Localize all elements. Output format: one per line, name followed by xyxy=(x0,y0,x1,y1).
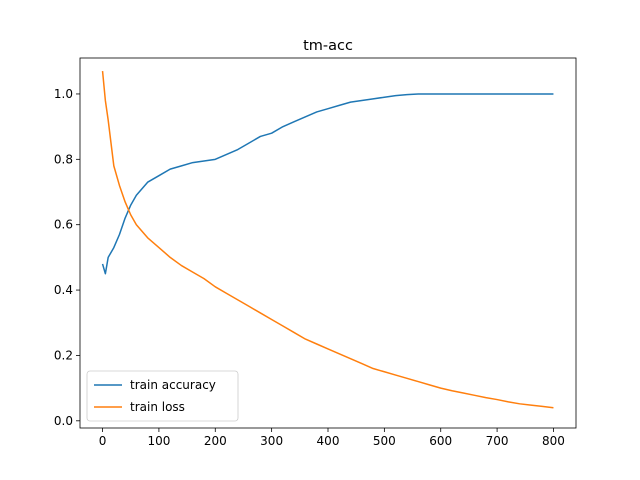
y-tick-label: 0.4 xyxy=(54,283,73,297)
x-tick-label: 500 xyxy=(373,434,396,448)
y-tick-label: 1.0 xyxy=(54,87,73,101)
x-tick-label: 400 xyxy=(317,434,340,448)
y-tick-label: 0.8 xyxy=(54,152,73,166)
x-tick-label: 700 xyxy=(486,434,509,448)
chart-title: tm-acc xyxy=(303,38,353,54)
x-tick-label: 0 xyxy=(99,434,107,448)
x-tick-label: 600 xyxy=(429,434,452,448)
axes-layer: 0 100 200 300 400 500 600 700 800 0.0 0.2 0.4 0.6 0.8… xyxy=(54,57,577,448)
x-tick-label: 200 xyxy=(204,434,227,448)
y-tick-label: 0.0 xyxy=(54,414,73,428)
legend: train accuracy train loss xyxy=(86,370,239,422)
x-tick-label: 100 xyxy=(147,434,170,448)
legend-box xyxy=(86,370,239,422)
y-tick-label: 0.2 xyxy=(54,348,73,362)
series-line-1 xyxy=(101,70,554,409)
legend-label: train accuracy xyxy=(130,378,216,392)
legend-label: train loss xyxy=(130,400,185,414)
series-line-0 xyxy=(101,93,554,275)
x-tick-label: 800 xyxy=(542,434,565,448)
x-tick-label: 300 xyxy=(260,434,283,448)
y-tick-label: 0.6 xyxy=(54,218,73,232)
series-layer xyxy=(101,70,554,409)
